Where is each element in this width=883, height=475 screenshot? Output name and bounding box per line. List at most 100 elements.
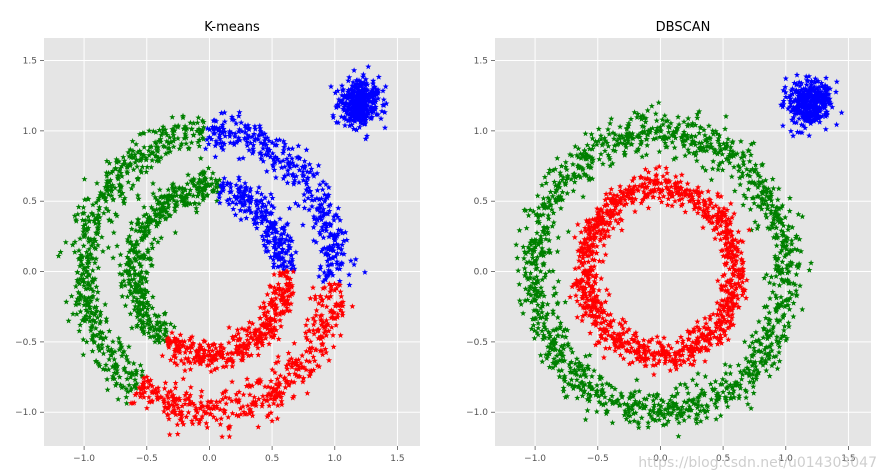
data-point [124,269,131,276]
data-point [165,415,172,422]
data-point [236,198,243,205]
data-point [252,125,259,132]
data-point [318,195,325,202]
data-point [546,330,553,337]
data-point [585,163,592,170]
data-point [689,137,696,144]
data-point [127,374,134,380]
data-point [139,321,146,327]
data-point [569,283,576,290]
data-point [716,142,724,149]
data-point [117,262,124,268]
data-point [681,417,688,423]
data-point [621,148,628,155]
data-point [618,132,625,139]
data-point [579,366,586,373]
data-point [150,327,157,334]
data-point [182,355,189,362]
data-point [97,318,104,324]
data-point [226,128,233,135]
data-point [161,385,168,392]
data-point [164,131,171,138]
data-point [317,347,324,354]
data-point [132,244,139,251]
data-point [661,112,668,119]
data-point [238,128,245,134]
data-point [174,123,181,130]
data-point [516,297,523,304]
data-point [534,277,541,284]
data-point [134,321,141,328]
data-point [570,187,577,194]
data-point [221,410,228,416]
data-point [616,320,623,327]
data-point [233,120,240,127]
data-point [339,229,346,236]
y-tick-label: 0.5 [23,197,37,207]
data-point [671,198,679,204]
data-point [539,201,546,208]
data-point [253,201,260,208]
x-tick-label: 0.0 [202,454,217,464]
data-point [706,134,713,141]
data-point [727,220,734,227]
data-point [239,354,246,361]
data-point [165,193,172,200]
data-point [600,401,607,408]
data-point [549,340,556,346]
data-point [522,269,529,276]
data-point [548,206,555,213]
data-point [676,191,683,198]
data-point [261,140,268,147]
data-point [119,293,126,299]
data-point [266,402,273,409]
data-point [128,185,135,192]
data-point [527,206,534,213]
data-point [672,129,680,135]
data-point [126,280,133,287]
data-point [562,163,569,170]
data-point [788,237,795,244]
data-point [689,349,696,355]
data-point [149,304,156,311]
data-point [265,199,272,206]
data-point [112,166,119,172]
data-point [701,213,708,220]
data-point [83,312,90,319]
data-point [762,197,769,204]
x-tick-label: 0.0 [653,454,668,464]
data-point [330,234,337,241]
data-point [715,396,722,402]
data-point [209,355,216,361]
data-point [543,315,550,322]
data-point [636,399,643,405]
data-point [639,128,646,135]
data-point [275,255,282,262]
data-point [522,250,529,257]
data-point [331,287,338,293]
data-point [678,171,685,178]
data-point [599,381,606,388]
data-point [318,321,325,328]
data-point [545,169,552,176]
data-point [140,274,147,280]
data-point [265,227,272,233]
data-point [216,131,223,138]
data-point [86,217,93,224]
data-point [607,211,614,218]
data-point [582,371,589,378]
data-point [141,389,148,395]
data-point [83,249,90,255]
data-point [556,179,563,186]
data-point [246,319,253,325]
data-point [334,213,341,220]
data-point [151,311,158,318]
data-point [283,280,290,287]
data-point [216,348,223,355]
data-point [270,163,277,170]
data-point [253,340,260,347]
data-point [168,329,176,336]
data-point [662,177,669,183]
data-point [213,404,221,411]
data-point [638,139,645,146]
